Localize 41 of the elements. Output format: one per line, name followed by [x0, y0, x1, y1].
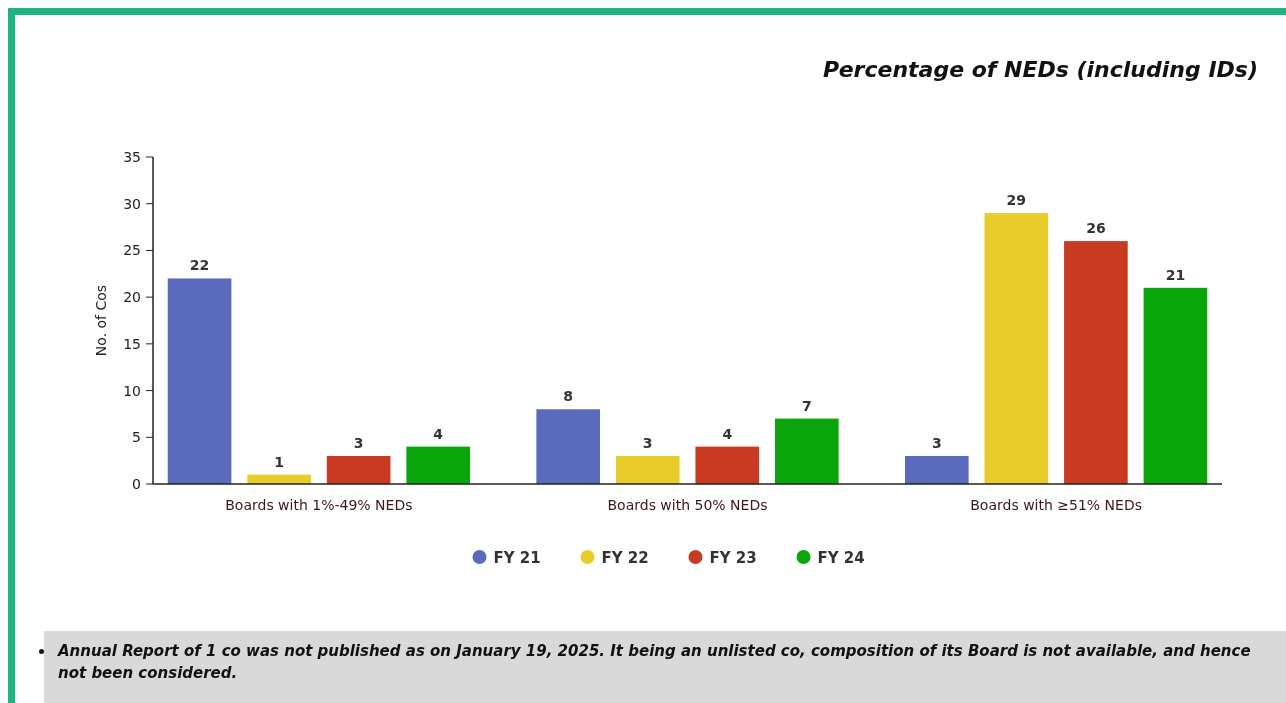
- y-tick-label: 15: [123, 335, 141, 352]
- y-tick-label: 35: [123, 149, 141, 165]
- legend-label: FY 24: [817, 549, 865, 567]
- data-label: 29: [1006, 192, 1027, 209]
- data-label: 1: [274, 453, 284, 470]
- y-tick-label: 5: [132, 429, 141, 446]
- bar: [536, 409, 600, 484]
- bar: [406, 446, 471, 484]
- data-label: 3: [642, 434, 653, 451]
- data-label: 21: [1165, 266, 1186, 283]
- y-tick-label: 30: [123, 195, 141, 212]
- bar: [695, 446, 760, 484]
- y-tick-label: 25: [123, 242, 141, 259]
- data-label: 26: [1086, 220, 1106, 237]
- data-label: 3: [353, 434, 364, 451]
- legend-label: FY 22: [601, 549, 649, 567]
- x-tick-label: Boards with 50% NEDs: [607, 497, 768, 513]
- data-label: 7: [801, 397, 812, 414]
- data-label: 4: [433, 425, 444, 442]
- bar: [167, 278, 232, 484]
- legend-label: FY 21: [493, 549, 541, 567]
- bar: [326, 455, 391, 484]
- y-tick-label: 10: [123, 382, 141, 399]
- bar: [904, 455, 969, 484]
- bar: [775, 418, 839, 484]
- text: Annual Report of 1 co was not published as on January 19, 2025. It being an unlisted co, composition of its Board is not available, and hence not been considered.: [58, 641, 1252, 684]
- bar: [1143, 287, 1208, 484]
- x-tick-label: Boards with ≥51% NEDs: [970, 497, 1142, 513]
- data-label: 3: [931, 434, 942, 451]
- legend-label: FY 23: [709, 549, 757, 567]
- y-tick-label: 20: [123, 289, 141, 306]
- x-tick-label: Boards with 1%-49% NEDs: [225, 497, 413, 513]
- data-label: 8: [563, 388, 574, 405]
- y-axis-title: No. of Cos: [93, 284, 109, 357]
- data-label: 4: [722, 425, 733, 442]
- data-label: 22: [189, 257, 210, 274]
- bar: [984, 213, 1049, 484]
- chart-title: Percentage of NEDs (including IDs): [823, 57, 1258, 82]
- bar: [615, 455, 680, 484]
- y-tick-label: 0: [132, 476, 141, 492]
- bar: [1064, 241, 1128, 484]
